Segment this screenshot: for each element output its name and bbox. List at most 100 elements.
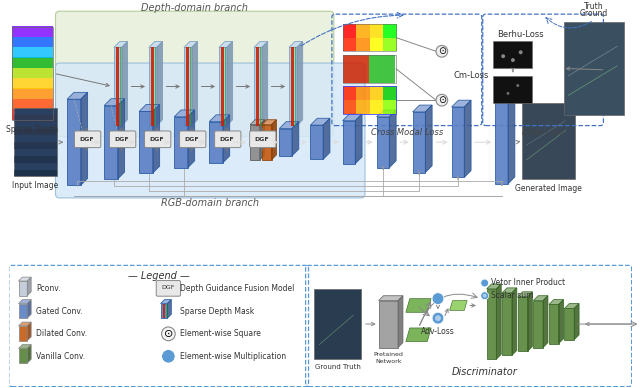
Polygon shape <box>81 92 88 185</box>
Bar <box>383 38 397 51</box>
Polygon shape <box>67 92 88 99</box>
FancyBboxPatch shape <box>109 131 136 147</box>
Polygon shape <box>406 299 431 312</box>
Circle shape <box>436 45 448 57</box>
Polygon shape <box>114 42 127 47</box>
Bar <box>342 121 355 164</box>
Polygon shape <box>262 42 268 126</box>
Polygon shape <box>184 42 198 47</box>
Text: Element-wise Square: Element-wise Square <box>180 329 261 338</box>
Circle shape <box>435 315 441 321</box>
Polygon shape <box>104 99 125 106</box>
Polygon shape <box>139 105 159 111</box>
Text: Pretained
Network: Pretained Network <box>373 352 403 364</box>
Bar <box>518 297 527 352</box>
Polygon shape <box>497 284 501 359</box>
Polygon shape <box>518 292 532 297</box>
Bar <box>149 47 157 126</box>
Circle shape <box>501 54 505 58</box>
Bar <box>486 289 497 359</box>
Bar <box>563 22 624 115</box>
Circle shape <box>481 292 488 300</box>
Bar <box>67 99 81 185</box>
Polygon shape <box>543 296 548 348</box>
Bar <box>13 108 58 177</box>
Bar <box>342 87 356 100</box>
Polygon shape <box>28 345 31 363</box>
Bar <box>12 68 52 78</box>
Circle shape <box>432 312 444 324</box>
Polygon shape <box>260 120 265 160</box>
Bar <box>219 47 227 126</box>
Polygon shape <box>19 322 31 326</box>
Circle shape <box>519 50 523 54</box>
Bar <box>342 55 369 83</box>
Text: ⊙: ⊙ <box>164 329 173 339</box>
Text: Adv-Loss: Adv-Loss <box>421 327 455 336</box>
Bar <box>522 103 575 179</box>
Polygon shape <box>398 296 403 348</box>
Text: DGF: DGF <box>255 137 269 142</box>
Bar <box>383 87 397 100</box>
Polygon shape <box>250 120 265 125</box>
Bar <box>13 115 58 122</box>
Polygon shape <box>161 300 172 303</box>
Circle shape <box>511 58 515 62</box>
Text: Sparse Depth Mask: Sparse Depth Mask <box>180 307 254 316</box>
Polygon shape <box>223 115 230 163</box>
Bar <box>104 106 118 179</box>
Bar <box>493 41 532 68</box>
Polygon shape <box>564 303 579 308</box>
Bar <box>370 24 383 38</box>
Bar <box>310 125 323 159</box>
Text: — Legend —: — Legend — <box>128 271 189 281</box>
Bar <box>190 47 191 126</box>
Text: DGF: DGF <box>115 137 129 142</box>
Polygon shape <box>323 118 330 159</box>
Bar <box>221 47 224 126</box>
Bar <box>383 100 397 114</box>
FancyBboxPatch shape <box>156 281 180 296</box>
Bar <box>186 47 189 126</box>
Polygon shape <box>533 296 548 301</box>
Bar <box>383 24 397 38</box>
Bar <box>356 38 370 51</box>
Polygon shape <box>19 345 31 348</box>
Polygon shape <box>549 300 563 305</box>
Circle shape <box>483 294 486 298</box>
Text: DGF: DGF <box>162 286 175 290</box>
Bar <box>342 24 396 51</box>
Polygon shape <box>310 118 330 125</box>
Text: Pconv.: Pconv. <box>36 284 61 293</box>
Bar <box>19 281 28 296</box>
Polygon shape <box>28 300 31 318</box>
Bar <box>12 57 52 68</box>
FancyBboxPatch shape <box>214 131 241 147</box>
Polygon shape <box>153 105 159 173</box>
Bar <box>342 55 396 83</box>
Polygon shape <box>262 120 276 125</box>
Text: Ground Truth: Ground Truth <box>315 364 361 370</box>
Circle shape <box>161 327 175 341</box>
Text: DGF: DGF <box>220 137 234 142</box>
Text: Cm-Loss: Cm-Loss <box>454 71 489 80</box>
Polygon shape <box>495 94 515 100</box>
Polygon shape <box>279 122 299 128</box>
Text: Gated Conv.: Gated Conv. <box>36 307 83 316</box>
Polygon shape <box>377 110 396 117</box>
Text: DGF: DGF <box>149 137 164 142</box>
Text: Vetor Inner Product: Vetor Inner Product <box>492 279 566 288</box>
Bar <box>502 293 512 355</box>
Polygon shape <box>149 42 163 47</box>
Bar <box>151 47 154 126</box>
Bar <box>13 170 58 177</box>
Bar <box>314 289 361 359</box>
Bar <box>342 38 356 51</box>
Text: Element-wise Multiplication: Element-wise Multiplication <box>180 352 286 361</box>
Bar <box>116 47 119 126</box>
Polygon shape <box>188 110 195 168</box>
Text: ⊙: ⊙ <box>438 95 446 105</box>
Bar <box>260 47 261 126</box>
Polygon shape <box>389 110 396 168</box>
Bar <box>174 117 188 168</box>
